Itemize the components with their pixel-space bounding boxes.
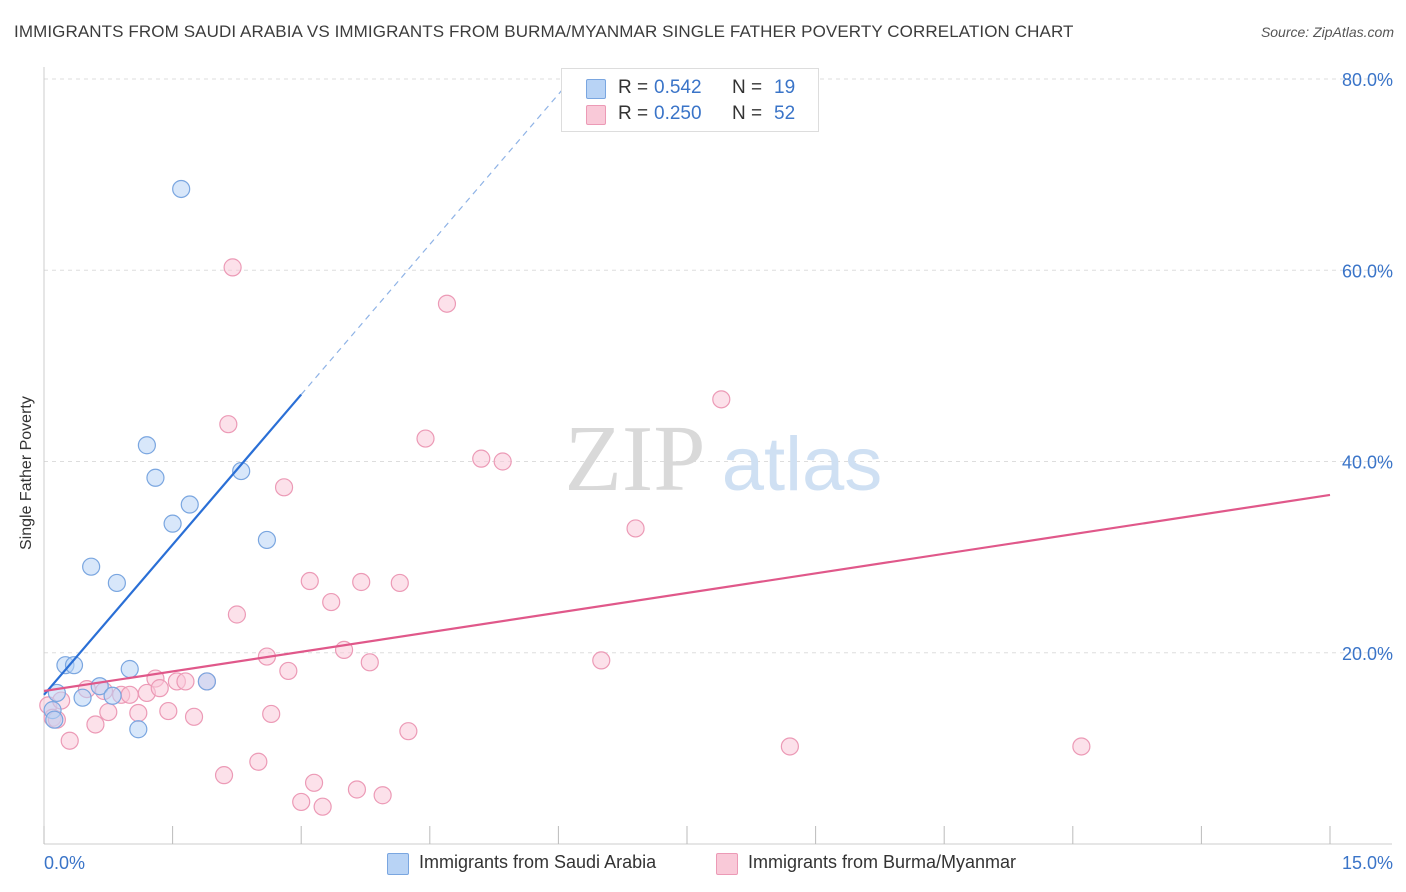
data-point <box>257 530 277 550</box>
data-point <box>163 514 182 533</box>
data-point <box>103 686 122 705</box>
data-point <box>159 701 178 721</box>
legend-n-label: N = <box>732 77 763 98</box>
x-tick-label: 0.0% <box>44 853 85 873</box>
trend-line-saudi-extension <box>300 83 568 395</box>
data-point <box>64 656 84 675</box>
data-point <box>107 573 126 593</box>
data-point <box>120 659 139 679</box>
watermark: ZIP atlas <box>565 407 883 511</box>
data-point <box>180 495 199 514</box>
data-point <box>45 710 64 729</box>
data-point <box>472 449 491 468</box>
data-point <box>219 415 238 434</box>
y-axis-label: Single Father Poverty <box>18 396 35 550</box>
data-point <box>300 571 319 591</box>
axes <box>43 67 1392 845</box>
data-point <box>373 786 392 805</box>
legend-swatch-saudi <box>387 853 409 875</box>
legend-n-label: N = <box>732 103 763 124</box>
data-point <box>274 478 294 497</box>
data-point <box>249 752 268 771</box>
data-point <box>626 519 645 538</box>
legend-label-burma: Immigrants from Burma/Myanmar <box>748 852 1017 872</box>
y-tick-label: 20.0% <box>1342 644 1393 664</box>
watermark-atlas: atlas <box>722 422 883 507</box>
data-point <box>1072 737 1091 756</box>
source-label: Source: ZipAtlas.com <box>1260 24 1394 40</box>
data-point <box>146 468 165 487</box>
data-point <box>214 766 234 785</box>
data-point <box>360 653 379 672</box>
data-point <box>592 651 611 670</box>
trend-line-burma <box>43 493 1331 693</box>
data-point <box>99 702 118 722</box>
data-point <box>399 722 418 741</box>
data-point <box>137 436 156 455</box>
data-point <box>262 704 281 724</box>
data-point <box>232 461 251 481</box>
data-point <box>176 672 195 691</box>
data-point <box>390 573 409 593</box>
legend-n-value: 52 <box>774 103 796 124</box>
data-point <box>712 390 731 409</box>
data-point <box>292 792 311 812</box>
legend-swatch-burma <box>716 853 738 875</box>
data-point <box>120 685 139 704</box>
data-point <box>304 773 324 792</box>
legend-n-value: 19 <box>774 77 796 98</box>
legend-r-value: 0.542 <box>654 77 702 98</box>
data-point <box>172 179 191 199</box>
data-point <box>197 672 216 691</box>
data-point <box>313 797 332 816</box>
data-point <box>347 780 367 799</box>
data-point <box>227 605 246 624</box>
chart-title: IMMIGRANTS FROM SAUDI ARABIA VS IMMIGRAN… <box>14 22 1074 41</box>
data-point <box>223 258 242 277</box>
watermark-zip: ZIP <box>565 407 706 511</box>
trend-line-saudi <box>43 393 303 696</box>
series-legend: Immigrants from Saudi Arabia Immigrants … <box>0 852 1406 878</box>
legend-r-label: R = <box>618 103 649 124</box>
x-tick-label: 15.0% <box>1342 853 1393 873</box>
series-burma-points <box>39 258 1091 816</box>
legend-r-value: 0.250 <box>654 103 702 124</box>
y-axis-label-wrap: Single Father Poverty <box>18 396 35 551</box>
correlation-legend: R = 0.542 N = 19 R = 0.250 N = 52 <box>561 68 819 132</box>
data-point <box>82 557 101 576</box>
trend-lines <box>43 83 1331 696</box>
data-point <box>493 452 512 471</box>
data-point <box>73 688 92 707</box>
y-tick-label: 80.0% <box>1342 70 1393 90</box>
data-point <box>437 294 457 313</box>
data-point <box>322 592 341 612</box>
data-point <box>780 737 799 756</box>
legend-label-saudi: Immigrants from Saudi Arabia <box>419 852 657 872</box>
data-point <box>129 720 148 739</box>
tick-labels: 20.0% 40.0% 60.0% 80.0% 0.0% 15.0% <box>44 70 1393 873</box>
data-point <box>416 429 435 448</box>
legend-swatch-saudi <box>586 79 606 99</box>
data-point <box>184 707 204 726</box>
legend-r-label: R = <box>618 77 649 98</box>
gridlines <box>44 78 1392 654</box>
legend-swatch-burma <box>586 105 606 125</box>
y-tick-label: 60.0% <box>1342 261 1393 281</box>
data-point <box>150 679 169 698</box>
data-point <box>352 572 371 592</box>
data-point <box>129 703 148 723</box>
data-point <box>60 731 79 750</box>
data-point <box>279 661 298 681</box>
y-tick-label: 40.0% <box>1342 453 1393 473</box>
data-point <box>86 715 105 734</box>
series-saudi-points <box>43 179 277 739</box>
